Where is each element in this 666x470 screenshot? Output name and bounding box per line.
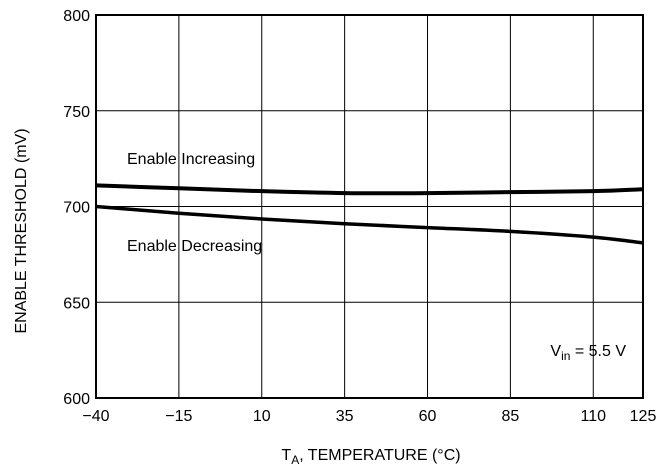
x-axis-title-main: T — [281, 447, 291, 464]
x-axis-title: TA, TEMPERATURE (°C) — [281, 447, 460, 467]
condition-rest: = 5.5 V — [570, 343, 626, 360]
series-lines — [95, 183, 644, 245]
y-tick-label: 800 — [63, 8, 90, 25]
plot-frame — [95, 14, 644, 399]
x-axis-title-sub: A — [291, 453, 299, 467]
series-line-enable-increasing — [95, 183, 644, 196]
y-tick-label: 750 — [63, 104, 90, 121]
x-tick-label: 60 — [419, 408, 437, 425]
grid — [95, 14, 644, 399]
x-tick-label: 35 — [336, 408, 354, 425]
x-tick-label: −40 — [82, 408, 109, 425]
y-tick-label: 650 — [63, 295, 90, 312]
series-label-enable-decreasing: Enable Decreasing — [127, 238, 262, 255]
series-label-enable-increasing: Enable Increasing — [127, 151, 255, 168]
condition-main: V — [550, 343, 561, 360]
x-tick-label: 125 — [630, 408, 657, 425]
series-line-enable-decreasing — [95, 204, 644, 245]
condition-sub: in — [561, 349, 570, 363]
x-tick-label: −15 — [165, 408, 192, 425]
condition-annotation: Vin = 5.5 V — [550, 343, 626, 363]
tick-labels: 600 650 700 750 800 −40 −15 10 35 60 85 110 125 — [63, 8, 656, 425]
y-axis-title: ENABLE THRESHOLD (mV) — [13, 128, 30, 333]
x-tick-label: 110 — [581, 408, 607, 425]
x-axis-title-rest: , TEMPERATURE (°C) — [299, 447, 460, 464]
y-tick-label: 600 — [63, 391, 90, 408]
x-tick-label: 10 — [253, 408, 271, 425]
y-tick-label: 700 — [63, 200, 90, 217]
x-tick-label: 85 — [501, 408, 519, 425]
